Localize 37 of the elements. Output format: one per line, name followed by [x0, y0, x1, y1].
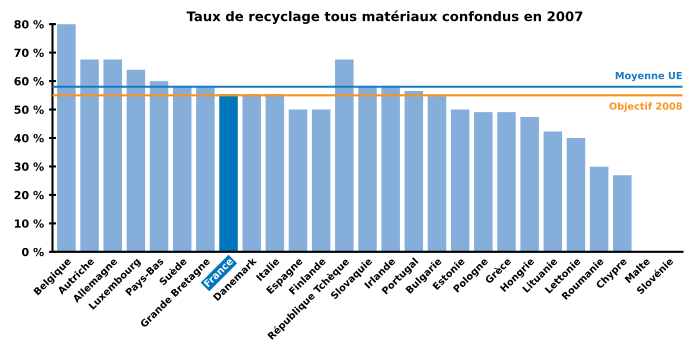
bar [590, 166, 608, 252]
bar [57, 24, 76, 252]
ref-line-label: Moyenne UE [616, 72, 682, 82]
ref-line-label: Objectif 2008 [609, 102, 682, 112]
y-tick-label: 0 % [22, 248, 44, 256]
bar [266, 94, 284, 252]
bar [150, 81, 168, 252]
y-tick-label: 10 % [14, 219, 44, 228]
bar [242, 94, 261, 252]
bar [312, 110, 330, 252]
y-tick-label: 50 % [14, 106, 44, 114]
y-tick-label: 40 % [14, 134, 44, 142]
bar [358, 86, 377, 252]
bar [613, 175, 632, 252]
y-tick-label: 20 % [14, 190, 44, 200]
bar [474, 112, 493, 252]
bar [381, 86, 400, 252]
y-tick-label: 30 % [14, 162, 44, 171]
bar [428, 96, 446, 252]
bar [450, 110, 470, 252]
bar [288, 110, 308, 252]
bar [520, 116, 539, 252]
bar [172, 86, 192, 252]
bar [196, 86, 215, 252]
bar [497, 112, 516, 252]
bar [126, 70, 146, 252]
y-tick-label: 70 % [14, 48, 44, 57]
bar [80, 59, 99, 252]
bar [103, 59, 122, 252]
y-tick-label: 80 % [14, 20, 44, 29]
bar [544, 131, 562, 252]
y-tick-label: 60 % [14, 77, 44, 86]
chart-title: Taux de recyclage tous matériaux confondus en 2007 [186, 10, 582, 24]
bar [335, 59, 354, 252]
bar [404, 91, 424, 252]
bar [566, 138, 586, 252]
bar [219, 94, 238, 252]
